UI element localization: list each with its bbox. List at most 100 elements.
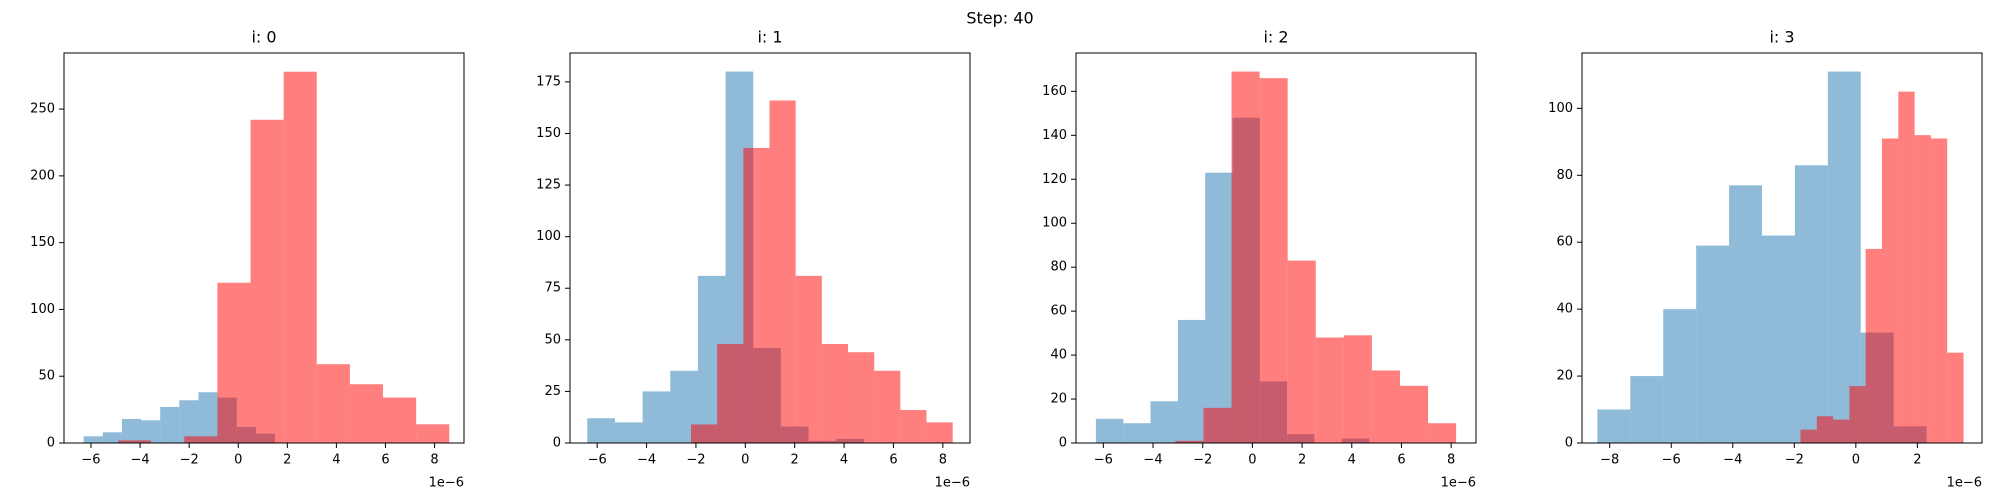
histogram-bar: [900, 409, 927, 443]
histogram-bar: [1231, 71, 1260, 444]
histogram-bar: [587, 418, 615, 443]
histogram-bar: [1865, 248, 1882, 443]
y-tick-label: 100: [30, 302, 55, 317]
subplot-title: i: 2: [1263, 28, 1288, 47]
y-tick-label: 0: [1565, 436, 1573, 451]
histogram-bar: [1696, 245, 1730, 443]
y-tick-label: 40: [1556, 302, 1573, 317]
y-tick-label: 150: [536, 126, 561, 141]
histogram-bar: [102, 432, 122, 443]
x-tick-label: 8: [430, 453, 438, 468]
y-tick-label: 60: [1050, 304, 1067, 319]
histogram-bar: [1729, 185, 1762, 443]
y-tick-label: 100: [1548, 101, 1573, 116]
x-tick-label: −2: [1193, 453, 1212, 468]
histogram-bar: [1898, 91, 1915, 443]
y-tick-label: 50: [38, 369, 55, 384]
histogram-bar: [349, 384, 384, 443]
histogram-bar: [1914, 135, 1931, 443]
subplot: i: 1 0 25 50 75 100 125 150 175 −6 −4 −2 0 2 4 6 8 1e−6: [536, 28, 971, 491]
histogram-bar: [1816, 416, 1834, 443]
histogram-bar: [874, 370, 901, 443]
histogram-bar: [690, 424, 718, 443]
y-tick-label: 80: [1556, 168, 1573, 183]
histogram-bar: [1762, 235, 1795, 443]
histogram-bar: [1800, 429, 1817, 443]
x-tick-label: −2: [686, 453, 705, 468]
histogram-bar: [1203, 407, 1232, 443]
histogram-bar: [1150, 401, 1178, 443]
y-tick-label: 75: [544, 281, 561, 296]
x-tick-label: 0: [1852, 453, 1860, 468]
subplot-title: i: 3: [1769, 28, 1794, 47]
histogram-bar: [1095, 418, 1124, 443]
subplot: i: 0 0 50 100 150 200 250 −6 −4 −2 0 2 4 6 8 1e−6: [30, 28, 465, 491]
x-tick-label: −6: [1094, 453, 1113, 468]
histogram-bar: [1882, 138, 1899, 444]
histogram-bar: [179, 400, 199, 443]
y-tick-label: 50: [544, 332, 561, 347]
histogram-bar: [795, 275, 822, 443]
x-tick-label: 6: [889, 453, 897, 468]
x-tick-label: −6: [588, 453, 607, 468]
histogram-bar: [717, 343, 744, 443]
histogram-bar: [217, 282, 251, 443]
axes-frame: [1075, 52, 1477, 444]
histogram-bar: [416, 424, 450, 443]
y-tick-label: 125: [536, 178, 561, 193]
histogram-bar: [1123, 423, 1151, 443]
y-tick-label: 20: [1556, 369, 1573, 384]
x-tick-label: 4: [840, 453, 848, 468]
x-tick-label: −8: [1600, 453, 1619, 468]
x-tick-label: 2: [283, 453, 291, 468]
subplot-title: i: 0: [251, 28, 276, 47]
x-tick-label: 0: [1248, 453, 1256, 468]
y-tick-label: 80: [1050, 260, 1067, 275]
x-tick-label: 2: [791, 453, 799, 468]
x-tick-label: 8: [1447, 453, 1455, 468]
histogram-bar: [1833, 419, 1850, 443]
x-offset-label: 1e−6: [935, 476, 970, 491]
y-tick-label: 175: [536, 74, 561, 89]
axes-frame: [63, 52, 465, 444]
axes-frame: [569, 52, 971, 444]
y-tick-label: 100: [536, 229, 561, 244]
histogram-bar: [1399, 385, 1429, 443]
x-tick-label: −2: [1785, 453, 1804, 468]
x-tick-label: 2: [1298, 453, 1306, 468]
histogram-bar: [743, 147, 770, 443]
histogram-bar: [141, 420, 161, 443]
histogram-bar: [1343, 335, 1372, 443]
x-offset-label: 1e−6: [1947, 476, 1982, 491]
x-tick-label: −4: [130, 453, 149, 468]
histogram-bar: [1287, 260, 1316, 443]
y-tick-label: 60: [1556, 235, 1573, 250]
figure-title: Step: 40: [966, 9, 1033, 28]
histogram-bar: [1205, 172, 1233, 443]
x-tick-label: −6: [81, 453, 100, 468]
subplot: i: 2 0 20 40 60 80 100 120 140 160 −6 −4 −2 0 2 4 6 8 1e−6: [1042, 28, 1477, 491]
histogram-bar: [121, 418, 142, 443]
histogram-bar: [848, 352, 875, 443]
histogram-bar: [160, 406, 180, 443]
axes-frame: [1581, 52, 1983, 444]
histogram-bar: [642, 391, 671, 443]
histogram-bar: [1630, 376, 1664, 443]
histogram-bar: [614, 422, 643, 443]
histogram-bar: [117, 440, 152, 443]
histogram-bar: [198, 392, 218, 443]
histogram-bar: [821, 343, 849, 443]
histogram-bar: [1827, 71, 1861, 444]
histogram-bar: [1177, 319, 1206, 443]
x-tick-label: 4: [332, 453, 340, 468]
x-tick-label: 0: [741, 453, 749, 468]
histogram-bar: [1597, 409, 1631, 443]
x-tick-label: 4: [1348, 453, 1356, 468]
y-tick-label: 160: [1042, 84, 1067, 99]
y-tick-label: 20: [1050, 392, 1067, 407]
x-tick-label: −6: [1662, 453, 1681, 468]
histogram-bar: [1259, 78, 1288, 444]
x-tick-label: 0: [234, 453, 242, 468]
